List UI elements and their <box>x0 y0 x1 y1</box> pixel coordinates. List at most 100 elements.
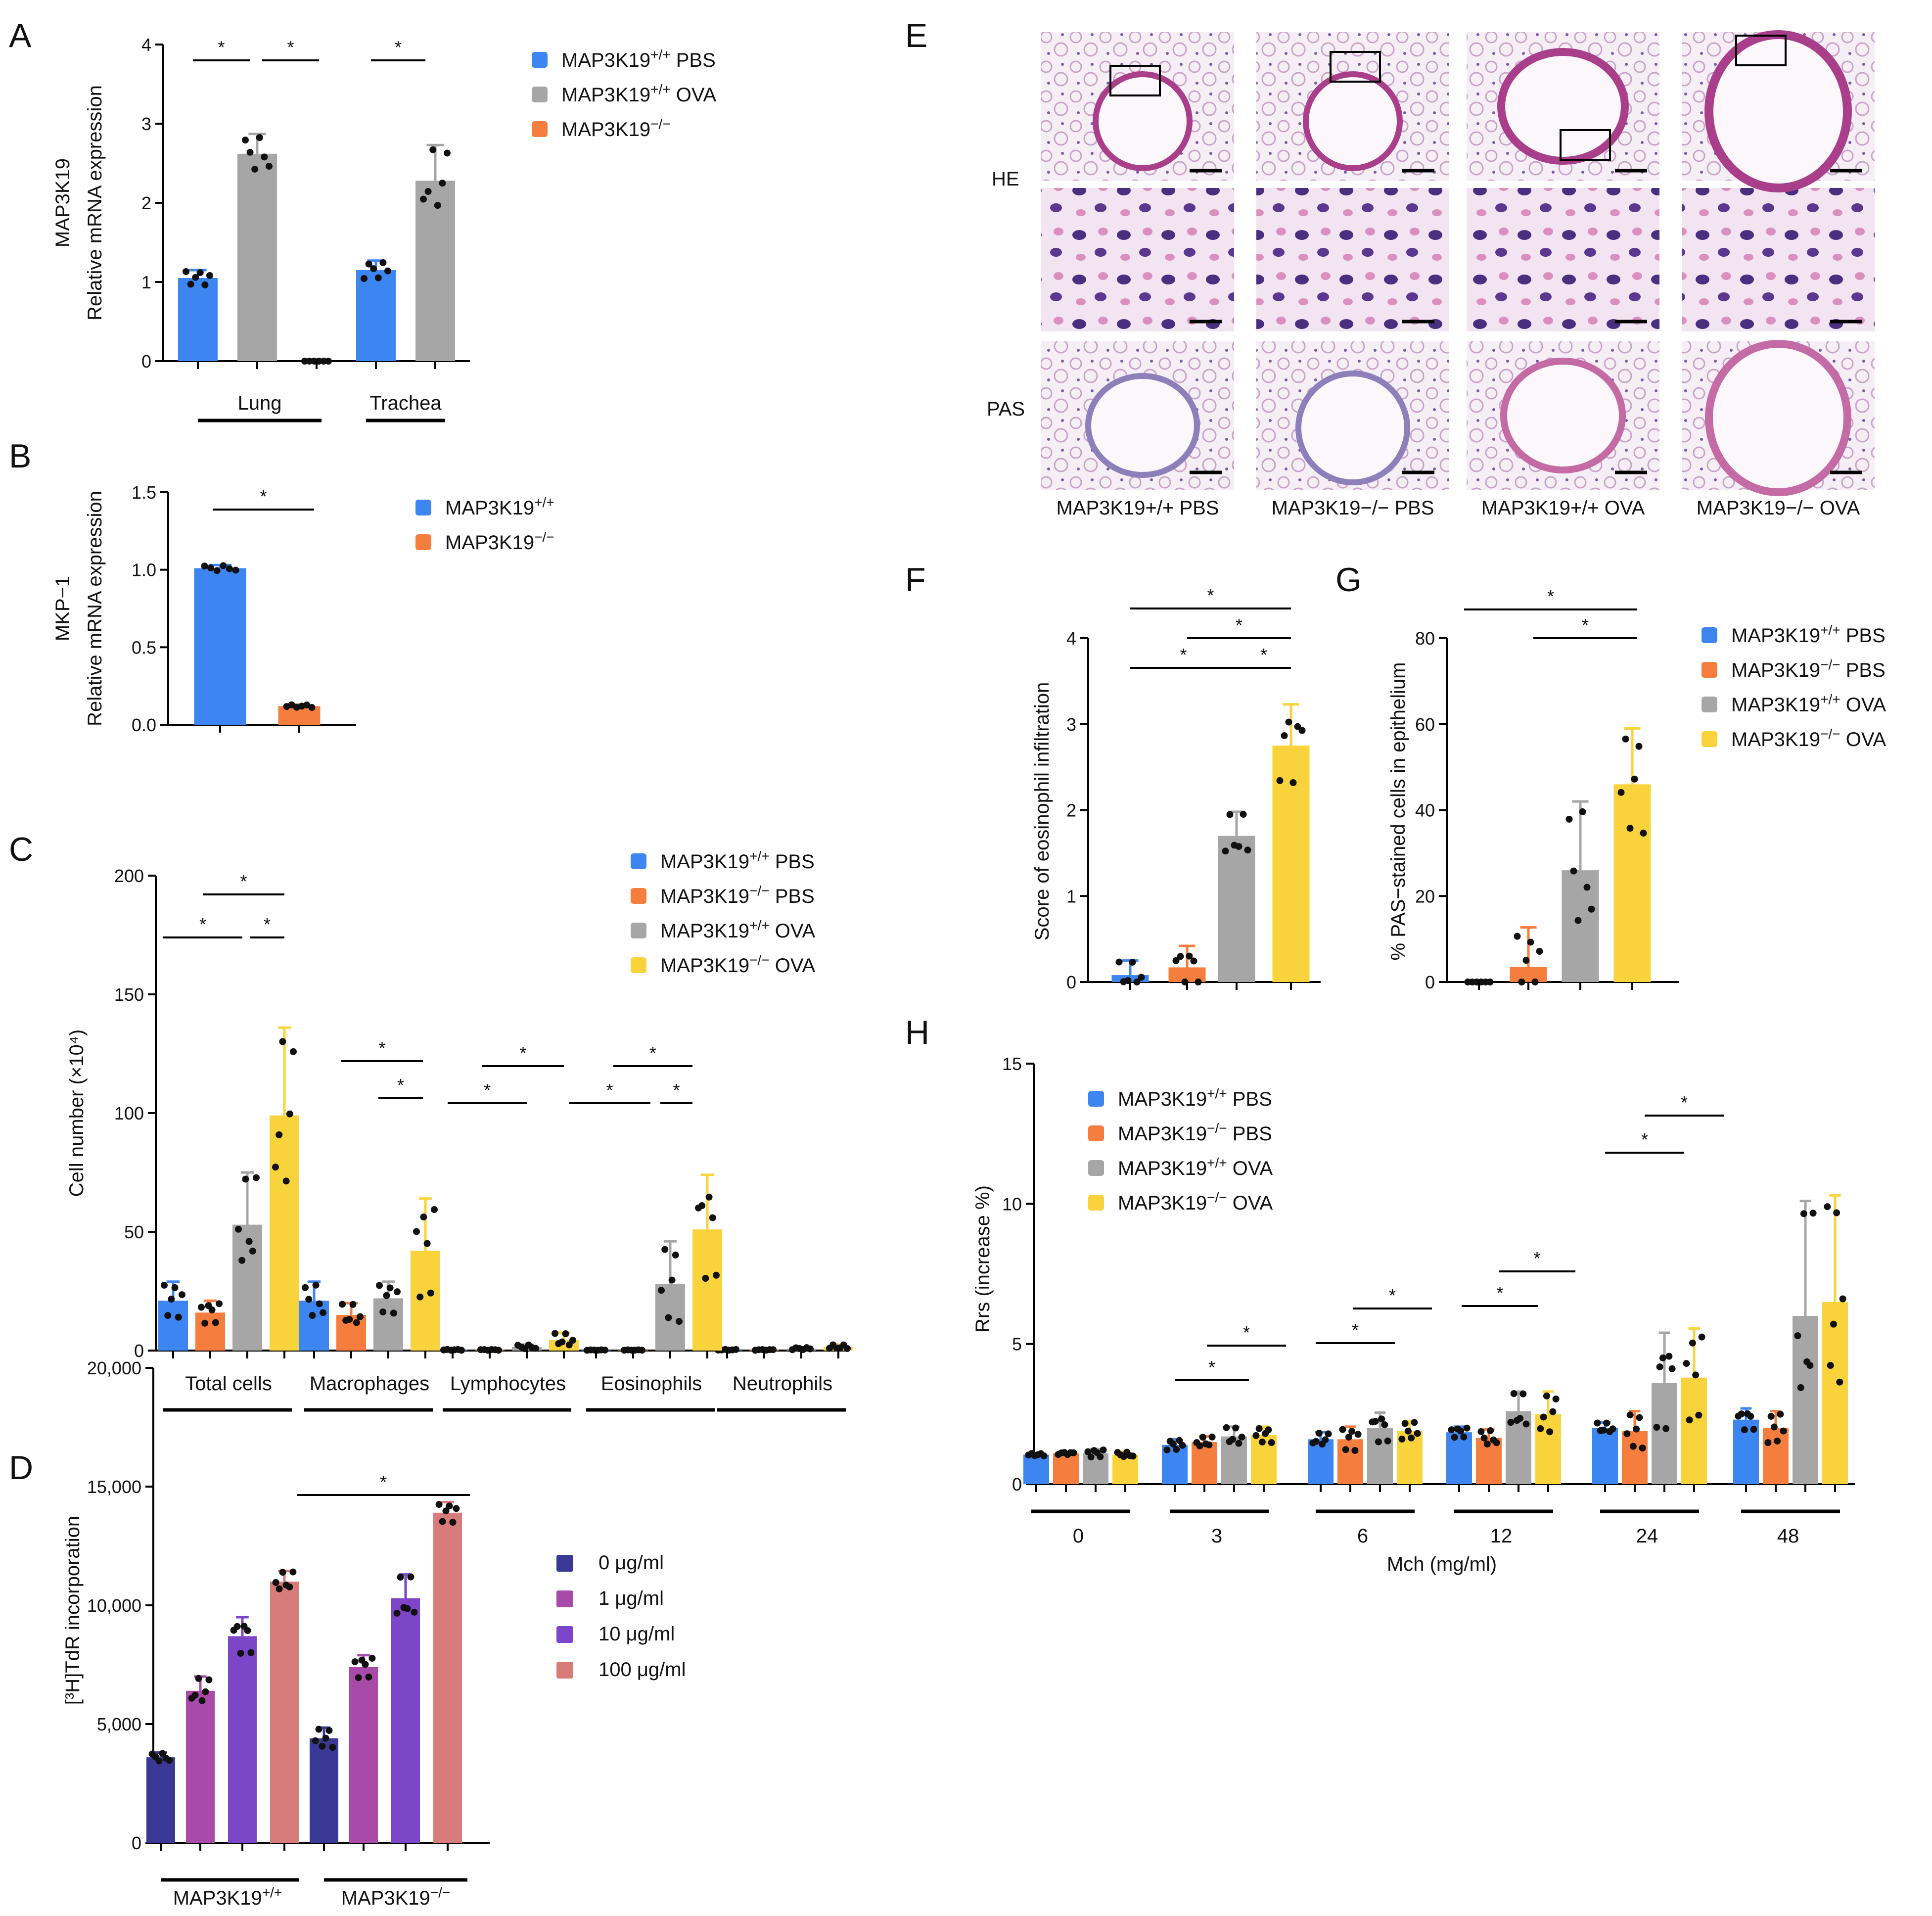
data-point <box>1087 1453 1095 1461</box>
data-point <box>1514 933 1521 940</box>
data-point <box>1770 1423 1778 1431</box>
data-point <box>379 259 387 266</box>
data-point <box>1774 1437 1781 1445</box>
data-point <box>1244 846 1251 854</box>
data-point <box>1780 1427 1787 1435</box>
data-point <box>1689 1339 1696 1347</box>
data-point <box>179 1291 185 1299</box>
bar <box>349 1667 378 1843</box>
data-point <box>661 1246 669 1253</box>
y-tick-label: 4 <box>141 35 151 55</box>
data-point <box>1824 1203 1831 1211</box>
legend-label: 10 μg/ml <box>598 1623 675 1645</box>
y-tick-label: 10,000 <box>87 1595 141 1616</box>
col-label-2: MAP3K19−/− PBS <box>1271 497 1434 519</box>
y-axis-title: MAP3K19 <box>52 158 74 247</box>
data-point <box>1173 1446 1180 1453</box>
data-point <box>1603 1419 1610 1427</box>
legend-label: MAP3K19−/− PBS <box>1118 1121 1272 1145</box>
data-point <box>302 1284 309 1291</box>
data-point <box>1639 1444 1646 1451</box>
data-point <box>365 260 372 268</box>
data-point <box>1322 1436 1329 1444</box>
significance-star: * <box>519 1043 526 1063</box>
data-point <box>672 1251 679 1259</box>
panel-label-a: A <box>9 17 32 54</box>
data-point <box>439 1518 446 1525</box>
data-point <box>1339 1426 1346 1433</box>
data-point <box>247 1649 255 1656</box>
group-label: Macrophages <box>310 1373 429 1395</box>
significance-star: * <box>1180 645 1187 665</box>
data-point <box>370 265 377 273</box>
data-point <box>420 195 427 203</box>
bar <box>692 1229 722 1351</box>
legend-swatch <box>1702 662 1717 678</box>
data-point <box>1129 958 1136 966</box>
data-point <box>407 1573 414 1581</box>
significance-star: * <box>264 914 271 935</box>
data-point <box>413 1228 420 1235</box>
data-point <box>355 1674 362 1682</box>
col-label-1: MAP3K19+/+ PBS <box>1056 497 1219 519</box>
data-point <box>235 1225 242 1233</box>
y-tick-label: 1.0 <box>132 560 156 580</box>
data-point <box>386 1284 394 1292</box>
data-point <box>1636 1414 1643 1421</box>
y-tick-label: 80 <box>1415 628 1435 649</box>
group-label: MAP3K19−/− <box>341 1885 451 1910</box>
data-point <box>320 1309 326 1316</box>
data-point <box>216 1300 223 1308</box>
significance-star: * <box>673 1080 680 1100</box>
data-point <box>1351 1447 1359 1454</box>
data-point <box>601 1347 608 1354</box>
y-tick-label: 0 <box>132 1833 141 1853</box>
data-point <box>639 1347 645 1354</box>
significance-star: * <box>260 486 267 507</box>
data-point <box>1375 1438 1382 1446</box>
bar <box>1822 1302 1848 1484</box>
micrograph-grid <box>1041 30 1875 496</box>
data-point <box>237 1649 244 1657</box>
data-point <box>312 1737 319 1744</box>
data-point <box>1115 958 1123 966</box>
data-point <box>1483 1440 1491 1448</box>
legend-swatch <box>556 1555 573 1572</box>
data-point <box>308 704 316 711</box>
chart-panel-g: 0 20 40 60 80 % PAS−stained cells in epitheli… <box>1387 586 1886 992</box>
data-point <box>325 1727 333 1734</box>
data-point <box>286 1583 293 1590</box>
significance-star: * <box>1389 1285 1396 1306</box>
data-point <box>1238 1433 1245 1441</box>
data-point <box>1199 1434 1206 1441</box>
data-point <box>183 268 189 275</box>
data-point <box>191 1691 199 1699</box>
data-point <box>1205 1441 1213 1449</box>
legend-label: MAP3K19−/− OVA <box>1731 726 1886 751</box>
y-tick-label: 3 <box>1066 714 1076 735</box>
legend-swatch <box>556 1626 573 1643</box>
legend-swatch <box>1702 731 1717 747</box>
bar <box>299 1301 329 1351</box>
data-point <box>208 1306 216 1313</box>
y-axis-title: [³H]TdR incorporation <box>62 1516 84 1705</box>
legend-label: MAP3K19+/+ OVA <box>660 918 816 942</box>
group-label: 48 <box>1777 1525 1799 1547</box>
data-point <box>202 1688 209 1695</box>
data-point <box>309 1312 316 1319</box>
data-point <box>1531 979 1539 985</box>
legend-swatch <box>1088 1125 1104 1141</box>
data-point <box>1268 1439 1275 1446</box>
data-point <box>1827 1362 1834 1369</box>
bar <box>1592 1428 1618 1484</box>
data-point <box>1588 905 1595 913</box>
y-tick-label: 20 <box>1415 886 1435 906</box>
data-point <box>1686 1416 1693 1424</box>
data-point <box>431 1206 438 1214</box>
data-point <box>232 566 239 574</box>
data-point <box>192 274 199 281</box>
data-point <box>1565 815 1573 823</box>
col-label-4: MAP3K19−/− OVA <box>1697 497 1860 519</box>
data-point <box>658 1287 665 1294</box>
data-point <box>361 275 368 282</box>
